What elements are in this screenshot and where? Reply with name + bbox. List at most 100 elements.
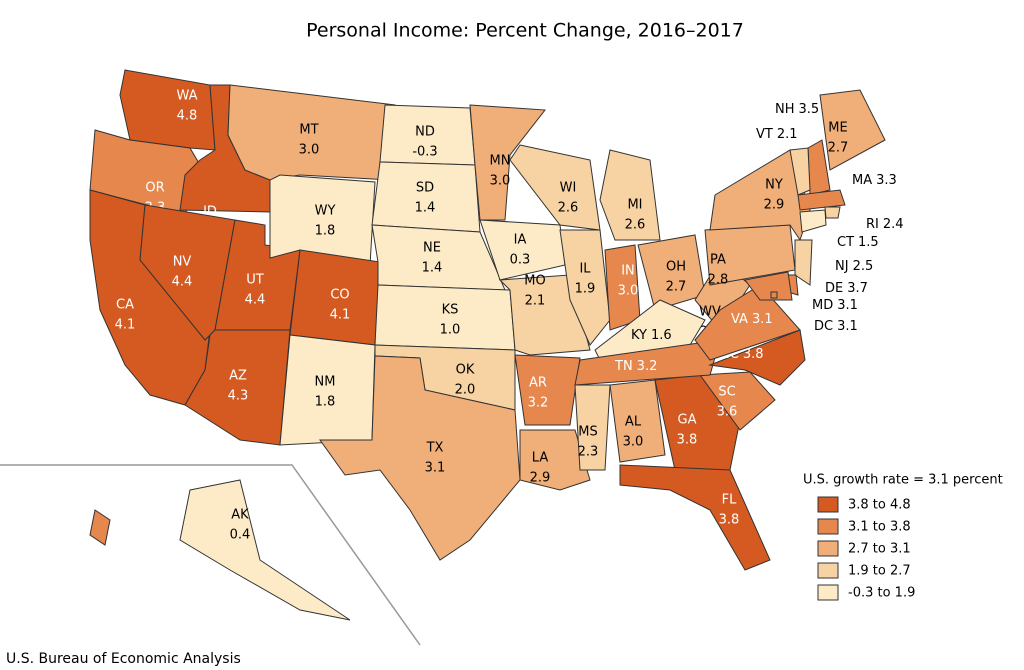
state-abbr: CA [116, 298, 134, 313]
state-value: 1.5 [858, 235, 879, 250]
source: U.S. Bureau of Economic Analysis [6, 651, 241, 667]
map-title: Personal Income: Percent Change, 2016–20… [306, 20, 744, 42]
state-value: 3.2 [528, 396, 549, 411]
state-abbr: OH [666, 260, 686, 275]
state-abbr: VA [731, 312, 748, 327]
state-label: VA 3.1 [731, 312, 773, 327]
state-abbr: IA [514, 233, 527, 248]
state-shape [319, 355, 521, 561]
state-abbr: IN [621, 264, 635, 279]
state-abbr: VT [756, 127, 773, 142]
state-shape [619, 464, 771, 571]
state-shape [799, 209, 827, 233]
state-shape [770, 291, 778, 299]
state-value: 2.1 [777, 127, 798, 142]
state-value: 2.9 [764, 198, 785, 213]
state-shape [269, 174, 376, 266]
state-value: 3.1 [425, 461, 446, 476]
state-shape [374, 284, 516, 351]
state-value: 4.4 [172, 275, 193, 290]
state-label: RI 2.4 [866, 217, 904, 232]
state-shape [708, 329, 806, 386]
state-value: 2.7 [828, 141, 849, 156]
state-shape [694, 284, 801, 361]
state-abbr: TX [426, 441, 444, 456]
state-abbr: SC [718, 385, 735, 400]
state-abbr: AK [231, 508, 249, 523]
state-shape [514, 354, 581, 426]
legend-swatch [817, 496, 839, 513]
state-abbr: DC [814, 319, 833, 334]
state-value: 3.2 [637, 359, 658, 374]
state-value: 3.8 [719, 513, 740, 528]
state-value: 3.0 [623, 435, 644, 450]
state-abbr: IL [579, 262, 591, 277]
state-abbr: OR [145, 181, 164, 196]
state-shape [559, 229, 611, 346]
state-label: MA 3.3 [852, 173, 897, 188]
state-value: 1.8 [315, 224, 336, 239]
state-value: 4.8 [177, 109, 198, 124]
state-abbr: WY [315, 204, 336, 219]
state-value: 2.7 [666, 280, 687, 295]
state-abbr: UT [246, 273, 264, 288]
state-label: VT 2.1 [756, 127, 798, 142]
state-value: 3.1 [38, 531, 59, 546]
state-abbr: AZ [229, 369, 247, 384]
state-value: 3.0 [299, 143, 320, 158]
state-shape [371, 161, 481, 233]
state-value: 3.5 [799, 102, 820, 117]
legend-label: 1.9 to 2.7 [848, 564, 911, 579]
state-shape [794, 239, 813, 286]
legend-swatch [817, 518, 839, 535]
legend-label: 2.7 to 3.1 [848, 542, 911, 557]
state-abbr: WA [176, 89, 197, 104]
state-value: 3.1 [837, 319, 858, 334]
state-shape [574, 384, 611, 471]
state-abbr: MO [524, 274, 545, 289]
legend-swatch [817, 584, 839, 601]
state-shape [599, 149, 661, 241]
state-abbr: KS [442, 303, 459, 318]
state-abbr: SD [416, 181, 434, 196]
state-shape [179, 479, 351, 621]
state-abbr: DE [825, 281, 843, 296]
state-value: 4.1 [330, 308, 351, 323]
state-value: 1.4 [422, 261, 443, 276]
state-value: 1.4 [415, 201, 436, 216]
state-value: 1.0 [440, 323, 461, 338]
state-value: 3.8 [743, 347, 764, 362]
state-value: 3.8 [677, 433, 698, 448]
state-abbr: FL [722, 493, 737, 508]
state-value: 2.6 [558, 201, 579, 216]
state-abbr: PA [710, 253, 726, 268]
state-value: -0.3 [412, 145, 437, 160]
state-shape [744, 271, 793, 301]
state-label: DE 3.7 [825, 281, 868, 296]
state-value: 4.4 [245, 293, 266, 308]
state-shape [789, 147, 811, 196]
state-abbr: MN [490, 154, 511, 169]
state-label: NH 3.5 [775, 102, 819, 117]
state-value: 3.7 [847, 281, 868, 296]
state-value: 2.0 [455, 383, 476, 398]
state-value: 2.6 [625, 218, 646, 233]
legend-label: -0.3 to 1.9 [848, 586, 915, 601]
state-value: 2.5 [853, 259, 874, 274]
state-shape [519, 429, 591, 491]
state-shape [819, 89, 886, 171]
state-shape [119, 69, 216, 151]
state-value: 1.6 [651, 328, 672, 343]
state-abbr: CT [837, 235, 854, 250]
state-abbr: MI [627, 198, 642, 213]
state-value: 3.0 [490, 174, 511, 189]
state-value: 4.3 [228, 389, 249, 404]
state-abbr: TN [614, 359, 633, 374]
state-value: 3.0 [618, 284, 639, 299]
state-value: 3.6 [717, 405, 738, 420]
state-abbr: WI [560, 181, 577, 196]
state-abbr: GA [678, 413, 697, 428]
state-shape [699, 371, 776, 431]
state-shape [89, 509, 111, 546]
